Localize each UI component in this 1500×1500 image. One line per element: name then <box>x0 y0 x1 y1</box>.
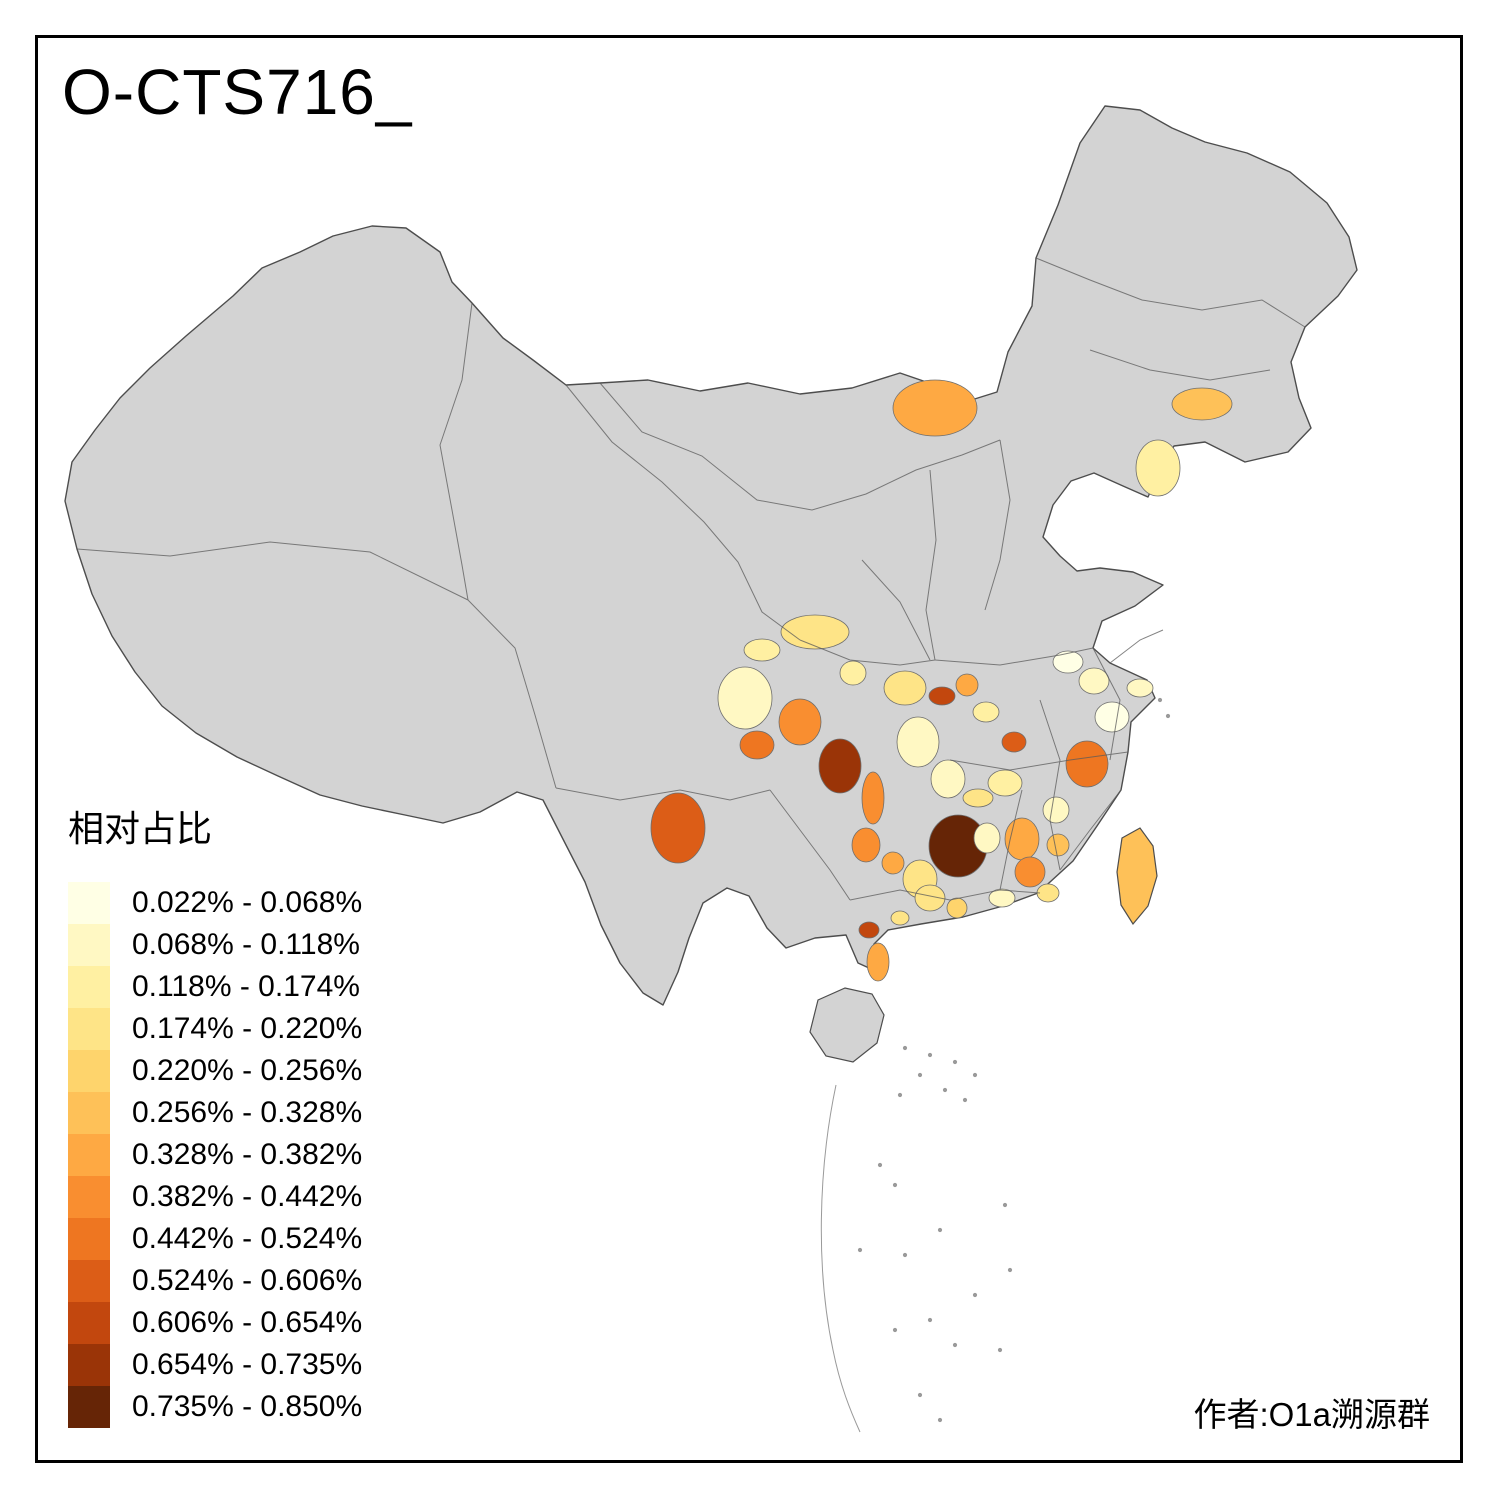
legend-label: 0.068% - 0.118% <box>132 928 360 961</box>
province-boundaries <box>76 257 1306 901</box>
legend-label: 0.022% - 0.068% <box>132 886 363 919</box>
map-region <box>1171 387 1233 421</box>
map-region <box>914 884 946 912</box>
map-region <box>1046 833 1070 857</box>
map-region <box>928 686 956 706</box>
legend-label: 0.118% - 0.174% <box>132 970 360 1003</box>
legend-swatch <box>68 882 110 924</box>
map-region <box>778 698 822 746</box>
legend-item: 0.256% - 0.328% <box>68 1092 362 1134</box>
legend-item: 0.382% - 0.442% <box>68 1176 362 1218</box>
map-region <box>896 716 940 768</box>
legend-swatch <box>68 1386 110 1428</box>
legend-item: 0.606% - 0.654% <box>68 1302 362 1344</box>
legend-swatch <box>68 1176 110 1218</box>
legend-label: 0.256% - 0.328% <box>132 1096 363 1129</box>
legend-item: 0.220% - 0.256% <box>68 1050 362 1092</box>
map-region <box>1036 883 1060 903</box>
legend-label: 0.174% - 0.220% <box>132 1012 363 1045</box>
legend-swatch <box>68 1092 110 1134</box>
map-region <box>1094 701 1130 733</box>
legend-swatch <box>68 924 110 966</box>
map-region <box>818 738 862 794</box>
colored-regions <box>650 379 1233 982</box>
legend-item: 0.068% - 0.118% <box>68 924 362 966</box>
map-region <box>851 827 881 863</box>
map-region <box>881 851 905 875</box>
map-region <box>780 614 850 650</box>
south-china-sea <box>820 697 1171 1433</box>
map-region <box>988 888 1016 908</box>
taiwan-island <box>1116 827 1158 926</box>
map-region <box>1052 650 1084 674</box>
map-region <box>972 701 1000 723</box>
legend-item: 0.524% - 0.606% <box>68 1260 362 1302</box>
map-region <box>1042 796 1070 824</box>
legend-swatch <box>68 1260 110 1302</box>
legend-label: 0.382% - 0.442% <box>132 1180 363 1213</box>
legend-item: 0.118% - 0.174% <box>68 966 362 1008</box>
map-region <box>1001 731 1027 753</box>
map-region <box>962 788 994 808</box>
legend-label: 0.606% - 0.654% <box>132 1306 363 1339</box>
map-region <box>858 921 880 939</box>
map-region <box>650 792 706 864</box>
map-region <box>1126 678 1154 698</box>
legend-item: 0.328% - 0.382% <box>68 1134 362 1176</box>
legend-item: 0.654% - 0.735% <box>68 1344 362 1386</box>
legend: 相对占比 0.022% - 0.068% 0.068% - 0.118% 0.1… <box>68 800 362 1428</box>
legend-label: 0.524% - 0.606% <box>132 1264 363 1297</box>
map-region <box>1135 439 1181 497</box>
map-region <box>739 730 775 760</box>
map-region <box>890 910 910 926</box>
legend-label: 0.654% - 0.735% <box>132 1348 363 1381</box>
map-region <box>839 660 867 686</box>
legend-title: 相对占比 <box>68 808 213 849</box>
legend-swatch <box>68 1050 110 1092</box>
map-region <box>973 822 1001 854</box>
legend-swatch <box>68 1302 110 1344</box>
legend-swatch <box>68 966 110 1008</box>
map-region <box>987 769 1023 797</box>
map-region <box>883 670 927 706</box>
legend-item: 0.735% - 0.850% <box>68 1386 362 1428</box>
map-region <box>1078 667 1110 695</box>
legend-item: 0.022% - 0.068% <box>68 882 362 924</box>
map-region <box>955 673 979 697</box>
author-credit: 作者:O1a溯源群 <box>1193 1396 1430 1433</box>
legend-label: 0.328% - 0.382% <box>132 1138 363 1171</box>
map-region <box>930 759 966 799</box>
map-region <box>946 897 968 919</box>
legend-swatch <box>68 1344 110 1386</box>
legend-swatch <box>68 1008 110 1050</box>
legend-label: 0.442% - 0.524% <box>132 1222 363 1255</box>
map-region <box>717 666 773 730</box>
legend-item: 0.442% - 0.524% <box>68 1218 362 1260</box>
page-title: O-CTS716_ <box>62 56 413 128</box>
legend-item: 0.174% - 0.220% <box>68 1008 362 1050</box>
map-region <box>866 942 890 982</box>
map-region <box>1014 856 1046 888</box>
map-region <box>861 771 885 825</box>
map-region <box>743 638 781 662</box>
legend-label: 0.220% - 0.256% <box>132 1054 363 1087</box>
map-region <box>892 379 978 437</box>
legend-label: 0.735% - 0.850% <box>132 1390 363 1423</box>
hainan-island <box>809 987 885 1063</box>
legend-swatch <box>68 1134 110 1176</box>
legend-swatch <box>68 1218 110 1260</box>
map-region <box>1065 740 1109 788</box>
